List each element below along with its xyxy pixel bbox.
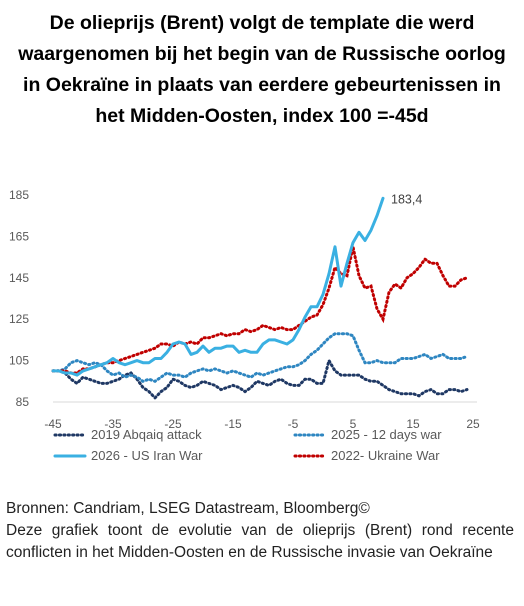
- x-tick-label: -5: [288, 417, 299, 431]
- series-line-0: [51, 356, 469, 401]
- y-tick-label: 105: [9, 354, 29, 368]
- y-tick-label: 165: [9, 229, 29, 243]
- series-line-2: [51, 196, 385, 377]
- y-tick-label: 125: [9, 312, 29, 326]
- chart-legend: 2019 Abqaiq attack 2025 - 12 days war 2026…: [53, 427, 442, 463]
- line-chart: -45 -35 -25 -15 -5 5 15 25 185 165 145 125 105 85 183…: [9, 188, 480, 463]
- sources-text: Bronnen: Candriam, LSEG Datastream, Bloo…: [6, 500, 370, 517]
- x-tick-label: 25: [466, 417, 480, 431]
- chart-axes: -45 -35 -25 -15 -5 5 15 25 185 165 145 125 105 85: [9, 188, 480, 431]
- chart-footer: Bronnen: Candriam, LSEG Datastream, Bloo…: [6, 498, 514, 564]
- y-tick-label: 145: [9, 271, 29, 285]
- series-line-1: [51, 332, 469, 383]
- series-line-3: [51, 246, 469, 375]
- x-tick-label: 5: [350, 417, 357, 431]
- legend-label: 2026 - US Iran War: [91, 448, 203, 463]
- legend-label: 2022- Ukraine War: [331, 448, 440, 463]
- y-tick-label: 85: [16, 395, 30, 409]
- chart-lines: 183,4: [51, 192, 469, 401]
- description-text: Deze grafiek toont de evolutie van de ol…: [6, 522, 514, 561]
- x-tick-label: -45: [44, 417, 62, 431]
- chart-title: De olieprijs (Brent) volgt de template d…: [18, 12, 506, 127]
- x-tick-label: -35: [104, 417, 122, 431]
- legend-label: 2019 Abqaiq attack: [91, 427, 202, 442]
- x-tick-label: -15: [224, 417, 242, 431]
- x-tick-label: -25: [164, 417, 182, 431]
- legend-label: 2025 - 12 days war: [331, 427, 442, 442]
- y-tick-label: 185: [9, 188, 29, 202]
- x-tick-label: 15: [406, 417, 420, 431]
- end-value-label: 183,4: [391, 192, 422, 206]
